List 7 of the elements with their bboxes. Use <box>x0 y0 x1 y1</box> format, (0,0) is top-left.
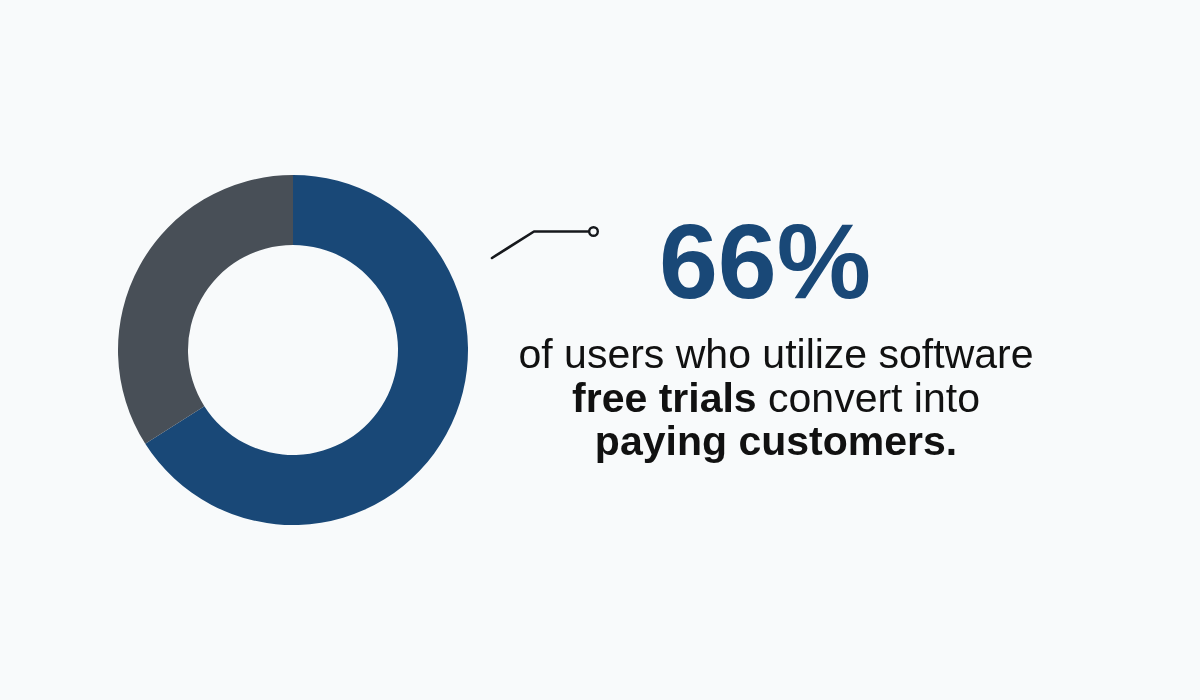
donut-slice <box>118 175 293 444</box>
donut-slice <box>145 175 468 525</box>
data-label: 66% <box>658 202 872 320</box>
text: of users who utilize software <box>518 331 1034 377</box>
text: paying customers. <box>594 418 958 464</box>
text: convert into <box>768 374 980 421</box>
text: free trials <box>572 374 757 421</box>
